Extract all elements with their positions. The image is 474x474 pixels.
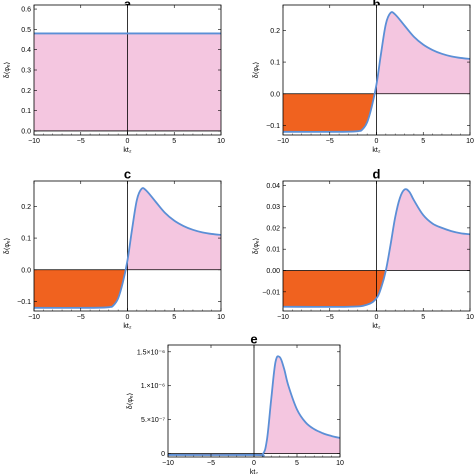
x-tick-label: −5 <box>326 138 334 145</box>
y-tick-label: 0.1 <box>21 108 31 115</box>
y-tick-label: −0.01 <box>262 289 280 296</box>
x-tick-label: 5 <box>421 138 425 145</box>
panel-d: d −10 −5 0 5 10 −0.01 0.00 0.01 0.02 0.03 0.04 kt₂ δ⟨… <box>252 166 474 330</box>
y-axis-label: δ⟨φₑ⟩ <box>3 61 11 78</box>
x-tick-label: 10 <box>217 314 225 321</box>
x-axis-label: kt₂ <box>123 147 131 154</box>
positive-area <box>263 356 340 454</box>
x-tick-label: 0 <box>126 314 130 321</box>
y-axis-label: δ⟨φₑ⟩ <box>3 237 11 254</box>
y-tick-label: 0.2 <box>21 204 31 211</box>
x-tick-label: −10 <box>28 138 40 145</box>
x-tick-label: 0 <box>375 314 379 321</box>
x-tick-label: 0 <box>126 138 130 145</box>
panel-letter: c <box>124 166 131 181</box>
y-tick-label: 0.0 <box>21 267 31 274</box>
panel-e: e −10 −5 0 5 10 0 5.×10⁻⁷ 1.×10⁻⁶ 1.5×10⁻⁶ kt₂ δ⟨φₑ… <box>126 331 344 474</box>
y-tick-label: 0.01 <box>266 247 280 254</box>
x-axis-label: kt₂ <box>372 147 380 154</box>
panel-letter: e <box>250 331 257 346</box>
y-axis-label: δ⟨φₑ⟩ <box>126 392 134 409</box>
x-tick-label: 10 <box>336 460 344 467</box>
y-axis-label: δ⟨φₑ⟩ <box>252 237 260 254</box>
y-tick-label: 0.1 <box>21 236 31 243</box>
y-tick-label: −0.1 <box>266 123 280 130</box>
x-tick-label: −10 <box>277 314 289 321</box>
y-tick-label: 0.2 <box>270 28 280 35</box>
x-tick-label: −5 <box>77 314 85 321</box>
x-tick-label: −10 <box>28 314 40 321</box>
x-axis-label: kt₂ <box>123 323 131 330</box>
series-curve <box>168 355 340 457</box>
y-tick-label: 0.0 <box>270 91 280 98</box>
y-tick-label: 0.3 <box>21 68 31 75</box>
y-tick-label: 0.00 <box>266 268 280 275</box>
positive-area <box>283 12 470 94</box>
negative-area <box>283 93 375 132</box>
y-tick-label: 0 <box>161 451 165 458</box>
positive-area <box>34 188 221 270</box>
y-axis-label: δ⟨φₑ⟩ <box>252 61 260 78</box>
x-tick-label: −10 <box>277 138 289 145</box>
x-tick-label: 5 <box>295 460 299 467</box>
y-tick-label: 5.×10⁻⁷ <box>141 417 165 424</box>
negative-area <box>34 269 126 308</box>
y-tick-label: 0.2 <box>21 88 31 95</box>
x-tick-label: −5 <box>326 314 334 321</box>
series-curve <box>283 11 470 133</box>
x-tick-label: −10 <box>162 460 174 467</box>
y-tick-label: 0.6 <box>21 7 31 14</box>
x-tick-label: 10 <box>466 138 474 145</box>
x-tick-label: 5 <box>172 314 176 321</box>
y-tick-label: 1.×10⁻⁶ <box>141 383 165 390</box>
x-tick-label: 10 <box>466 314 474 321</box>
panel-letter: d <box>373 166 381 181</box>
series-curve <box>34 187 221 309</box>
series-curve <box>283 188 470 308</box>
x-tick-label: 5 <box>172 138 176 145</box>
x-tick-label: 0 <box>252 460 256 467</box>
positive-area <box>385 189 470 271</box>
y-tick-label: 0.0 <box>21 128 31 135</box>
y-tick-label: 0.1 <box>270 60 280 67</box>
y-tick-label: 0.4 <box>21 47 31 54</box>
x-axis-label: kt₂ <box>372 323 380 330</box>
y-tick-label: 0.5 <box>21 27 31 34</box>
panel-c: c −10 −5 0 5 10 −0.1 0.0 0.1 0.2 kt₂ δ⟨φₑ⟩ <box>3 166 225 330</box>
y-tick-label: 1.5×10⁻⁶ <box>137 349 165 356</box>
x-tick-label: 10 <box>217 138 225 145</box>
y-tick-label: −0.1 <box>17 299 31 306</box>
x-tick-label: −5 <box>77 138 85 145</box>
x-tick-label: 0 <box>375 138 379 145</box>
x-axis-label: kt₂ <box>250 469 258 474</box>
y-tick-label: 0.02 <box>266 225 280 232</box>
y-tick-label: 0.04 <box>266 183 280 190</box>
x-tick-label: −5 <box>207 460 215 467</box>
x-tick-label: 5 <box>421 314 425 321</box>
y-tick-label: 0.03 <box>266 204 280 211</box>
